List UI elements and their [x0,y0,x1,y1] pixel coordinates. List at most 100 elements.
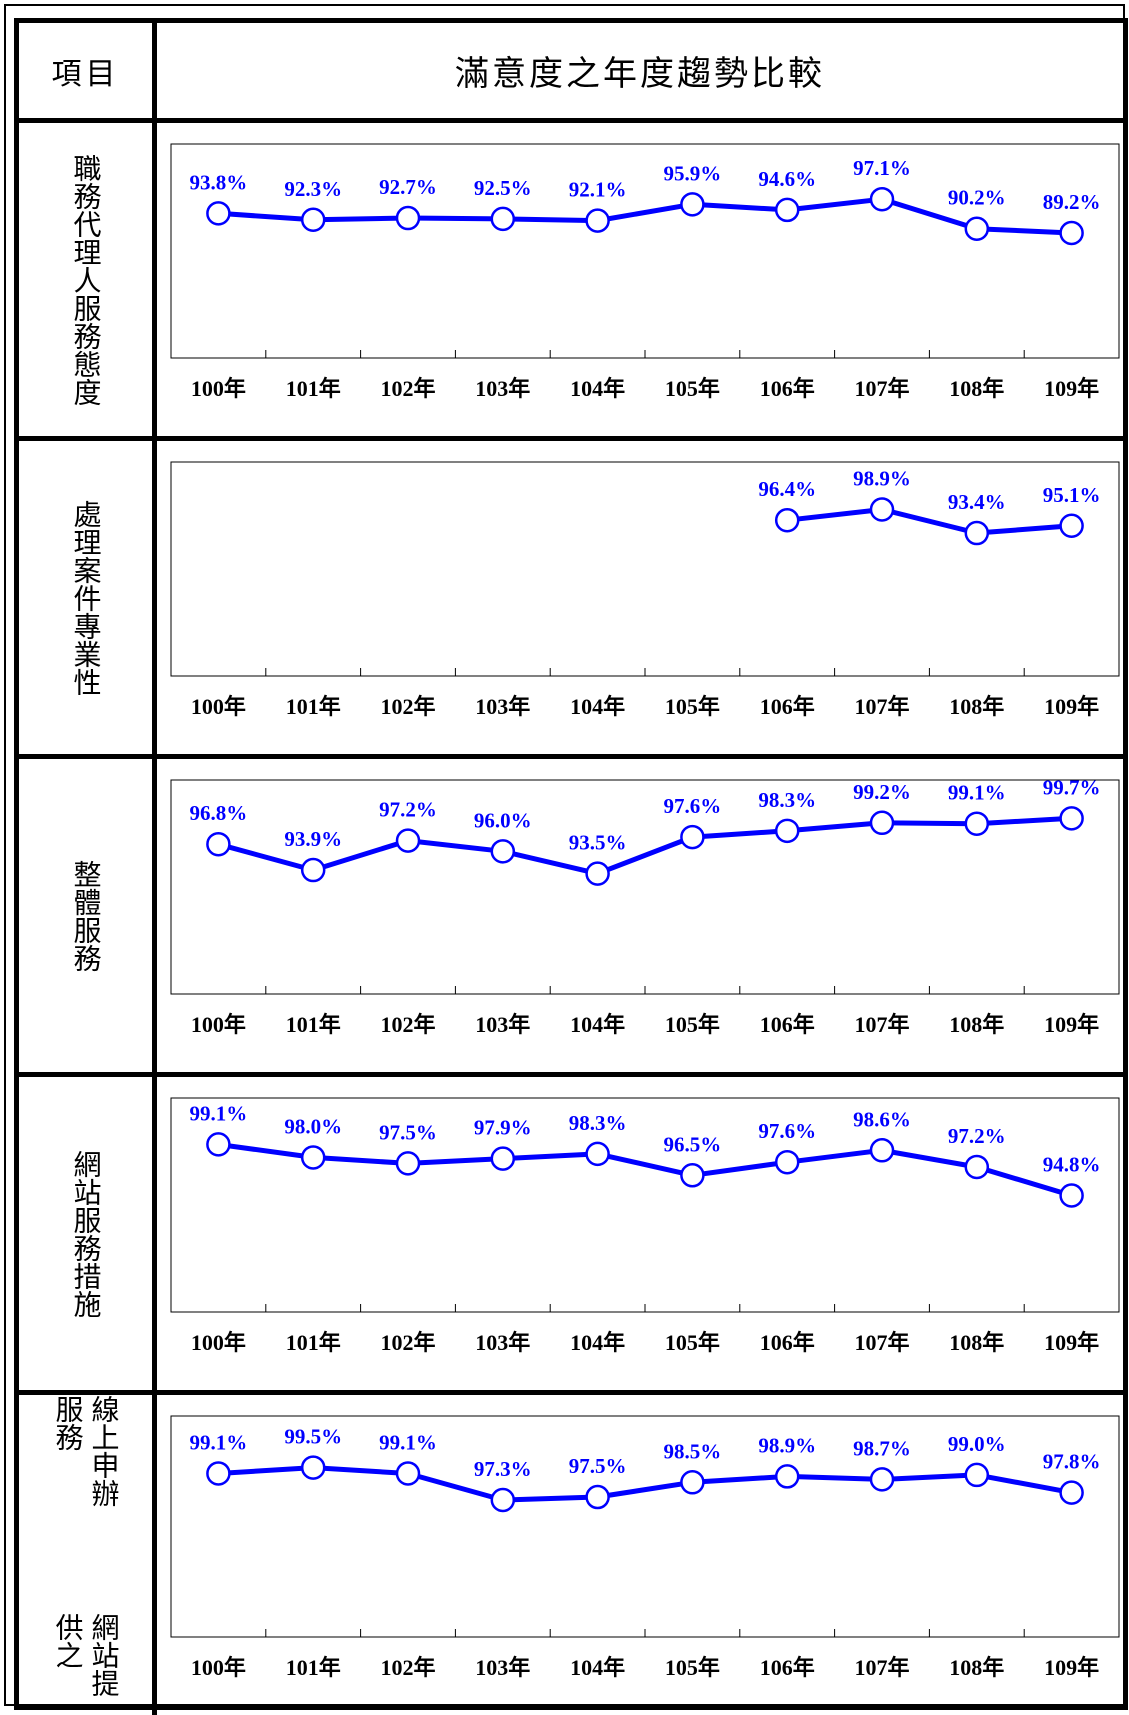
data-label: 94.8% [1043,1152,1101,1176]
data-label: 95.1% [1043,483,1101,507]
x-tick-label: 103年 [475,376,530,401]
chart-cell-2: 100年 101年 102年 103年 104年 105年 106年 107年 108年 109年… [157,441,1123,759]
satisfaction-trend-table: 項目 滿意度之年度趨勢比較 職務代理人服務態度 100年 101年 102年 103年… [14,18,1128,1710]
x-tick-label: 103年 [475,694,530,719]
data-point [871,812,893,834]
data-point [871,1468,893,1490]
data-label: 99.5% [284,1425,342,1449]
data-label: 93.9% [284,827,342,851]
data-label: 92.7% [379,175,437,199]
x-tick-label: 102年 [380,1012,435,1037]
data-label: 97.2% [379,798,437,822]
x-tick-label: 104年 [570,1330,625,1355]
x-tick-label: 101年 [286,376,341,401]
data-label: 96.0% [474,808,532,832]
data-point [397,207,419,229]
data-point [207,833,229,855]
data-label: 98.7% [853,1436,911,1460]
data-point [587,1486,609,1508]
data-point [966,522,988,544]
data-label: 98.9% [853,467,911,491]
data-point [966,1156,988,1178]
x-tick-label: 101年 [286,694,341,719]
data-point [681,826,703,848]
data-point [871,1139,893,1161]
data-label: 96.4% [758,477,816,501]
data-label: 98.5% [664,1439,722,1463]
data-point [776,1465,798,1487]
data-point [207,202,229,224]
data-point [397,1152,419,1174]
series-line [218,199,1071,233]
x-tick-label: 104年 [570,1012,625,1037]
data-point [776,509,798,531]
data-label: 97.6% [758,1119,816,1143]
x-tick-label: 100年 [191,1655,246,1680]
x-tick-label: 101年 [286,1330,341,1355]
series-line [218,1468,1071,1500]
data-label: 94.6% [758,167,816,191]
data-label: 99.1% [379,1430,437,1454]
data-label: 98.0% [284,1114,342,1138]
data-point [966,218,988,240]
x-tick-label: 105年 [665,1012,720,1037]
data-point [1061,1482,1083,1504]
data-label: 90.2% [948,186,1006,210]
line-chart-website-measures: 100年 101年 102年 103年 104年 105年 106年 107年 108年 109年… [157,1077,1123,1390]
x-tick-label: 108年 [949,1330,1004,1355]
data-point [776,199,798,221]
data-label: 92.1% [569,178,627,202]
row-label: 整體服務 [19,759,152,1072]
data-label: 99.2% [853,780,911,804]
data-label: 97.5% [569,1454,627,1478]
row-label-cell-5: 線上申辦服務 網站提供之 [19,1395,157,1715]
series-line [787,510,1071,534]
line-chart-online-application: 100年 101年 102年 103年 104年 105年 106年 107年 108年 109年… [157,1395,1123,1715]
chart-cell-1: 100年 101年 102年 103年 104年 105年 106年 107年 108年 109年… [157,123,1123,441]
data-label: 99.1% [190,1430,248,1454]
data-label: 97.1% [853,156,911,180]
x-tick-label: 104年 [570,694,625,719]
data-point [681,1164,703,1186]
data-point [1061,222,1083,244]
x-tick-label: 107年 [854,376,909,401]
data-point [871,499,893,521]
data-point [871,188,893,210]
data-label: 97.3% [474,1457,532,1481]
x-tick-label: 103年 [475,1655,530,1680]
data-label: 98.9% [758,1433,816,1457]
x-tick-label: 108年 [949,1012,1004,1037]
data-label: 89.2% [1043,190,1101,214]
x-tick-label: 106年 [760,1330,815,1355]
data-point [302,209,324,231]
x-tick-label: 106年 [760,1655,815,1680]
x-tick-label: 105年 [665,376,720,401]
data-point [207,1133,229,1155]
x-tick-label: 107年 [854,1330,909,1355]
row-label-line-1: 網站提供之 [50,1613,122,1715]
x-tick-label: 104年 [570,376,625,401]
data-point [587,210,609,232]
data-point [207,1462,229,1484]
chart-cell-4: 100年 101年 102年 103年 104年 105年 106年 107年 108年 109年… [157,1077,1123,1395]
data-point [1061,807,1083,829]
data-label: 99.7% [1043,775,1101,799]
data-label: 97.8% [1043,1450,1101,1474]
x-tick-label: 105年 [665,1655,720,1680]
x-tick-label: 102年 [380,376,435,401]
data-point [492,840,514,862]
x-tick-label: 100年 [191,376,246,401]
data-label: 97.5% [379,1120,437,1144]
data-label: 93.8% [190,170,248,194]
x-tick-label: 100年 [191,1330,246,1355]
x-tick-label: 109年 [1044,1655,1099,1680]
data-label: 98.3% [758,788,816,812]
row-label-cell-3: 整體服務 [19,759,157,1077]
row-label-cell-1: 職務代理人服務態度 [19,123,157,441]
data-label: 93.5% [569,831,627,855]
x-tick-label: 109年 [1044,694,1099,719]
series-line [218,818,1071,873]
data-label: 98.3% [569,1111,627,1135]
data-point [397,830,419,852]
data-label: 93.4% [948,490,1006,514]
